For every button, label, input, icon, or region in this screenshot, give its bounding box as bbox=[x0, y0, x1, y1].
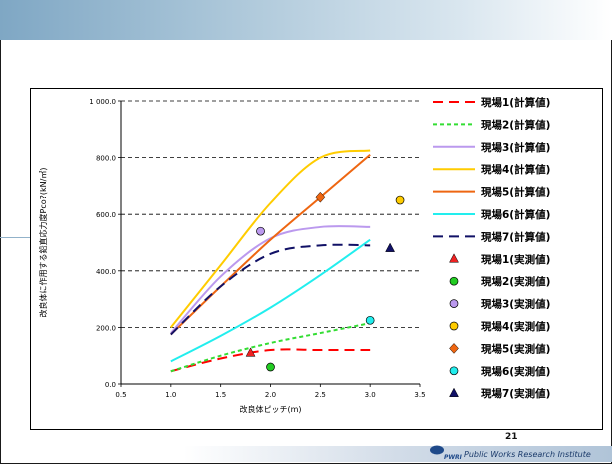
footer-bar bbox=[0, 446, 612, 462]
x-axis-label: 改良体ピッチ(m) bbox=[239, 404, 301, 414]
legend-marker-6 bbox=[449, 366, 459, 376]
chart-svg: 0.0 200.0 400.0 600.0 800.0 1 000.0 0.5 1.0 1.5 2… bbox=[38, 96, 550, 414]
y-tick-label: 200.0 bbox=[96, 324, 116, 332]
legend-marker-1 bbox=[449, 253, 459, 263]
y-tick-label: 0.0 bbox=[105, 381, 116, 389]
legend-label: 現場3(実測値) bbox=[481, 298, 550, 311]
series-line-7 bbox=[170, 243, 371, 336]
organization-name: Public Works Research Institute bbox=[464, 450, 591, 459]
y-tick-label: 600.0 bbox=[96, 211, 116, 219]
legend-label: 現場5(計算値) bbox=[481, 186, 550, 199]
y-tick-label: 800.0 bbox=[96, 155, 116, 163]
data-point-5 bbox=[315, 191, 326, 203]
page-number: 21 bbox=[505, 432, 518, 442]
legend-label: 現場4(計算値) bbox=[481, 163, 550, 176]
legend-label: 現場1(実測値) bbox=[481, 253, 550, 266]
series-line-2 bbox=[170, 322, 371, 373]
legend-marker-7 bbox=[449, 387, 459, 397]
series-line-1 bbox=[170, 348, 371, 373]
legend-label: 現場7(計算値) bbox=[481, 230, 550, 243]
legend-label: 現場4(実測値) bbox=[481, 320, 550, 333]
legend-label: 現場7(実測値) bbox=[481, 387, 550, 400]
data-point-7 bbox=[385, 242, 396, 252]
legend-label: 現場3(計算値) bbox=[481, 141, 550, 154]
x-tick-label: 1.5 bbox=[215, 391, 226, 399]
x-tick-label: 2.0 bbox=[265, 391, 276, 399]
series-line-5 bbox=[170, 154, 371, 336]
data-point-2 bbox=[266, 362, 275, 372]
legend-marker-3 bbox=[449, 299, 459, 308]
series-line-4 bbox=[170, 149, 371, 329]
x-tick-label: 0.5 bbox=[115, 391, 126, 399]
legend-label: 現場2(計算値) bbox=[481, 118, 550, 131]
data-point-3 bbox=[256, 226, 265, 236]
legend-marker-2 bbox=[449, 276, 459, 286]
header-band bbox=[0, 0, 612, 40]
legend-label: 現場6(実測値) bbox=[481, 365, 550, 378]
data-point-6 bbox=[365, 315, 375, 325]
legend-label: 現場2(実測値) bbox=[481, 275, 550, 288]
y-tick-label: 1 000.0 bbox=[89, 98, 116, 106]
series-line-6 bbox=[170, 238, 371, 363]
series-line-3 bbox=[170, 225, 371, 334]
data-point-4 bbox=[395, 195, 405, 205]
x-tick-label: 3.0 bbox=[365, 391, 376, 399]
y-axis-label: 改良体に作用する鉛直応力度Pco?(kN/㎡) bbox=[38, 168, 48, 318]
legend-marker-5 bbox=[449, 343, 459, 354]
x-tick-label: 3.5 bbox=[414, 391, 425, 399]
pwri-logo: PWRI bbox=[429, 445, 463, 465]
chart-area: 0.0 200.0 400.0 600.0 800.0 1 000.0 0.5 1.0 1.5 2… bbox=[30, 88, 603, 430]
pwri-logo-text: PWRI bbox=[444, 454, 463, 461]
x-tick-label: 1.0 bbox=[165, 391, 176, 399]
data-point-1 bbox=[245, 347, 256, 357]
legend-label: 現場6(計算値) bbox=[481, 208, 550, 221]
y-tick-label: 400.0 bbox=[96, 268, 116, 276]
legend-label: 現場5(実測値) bbox=[481, 342, 550, 355]
legend-label: 現場1(計算値) bbox=[481, 96, 550, 109]
legend-marker-4 bbox=[449, 321, 459, 331]
x-tick-label: 2.5 bbox=[315, 391, 326, 399]
